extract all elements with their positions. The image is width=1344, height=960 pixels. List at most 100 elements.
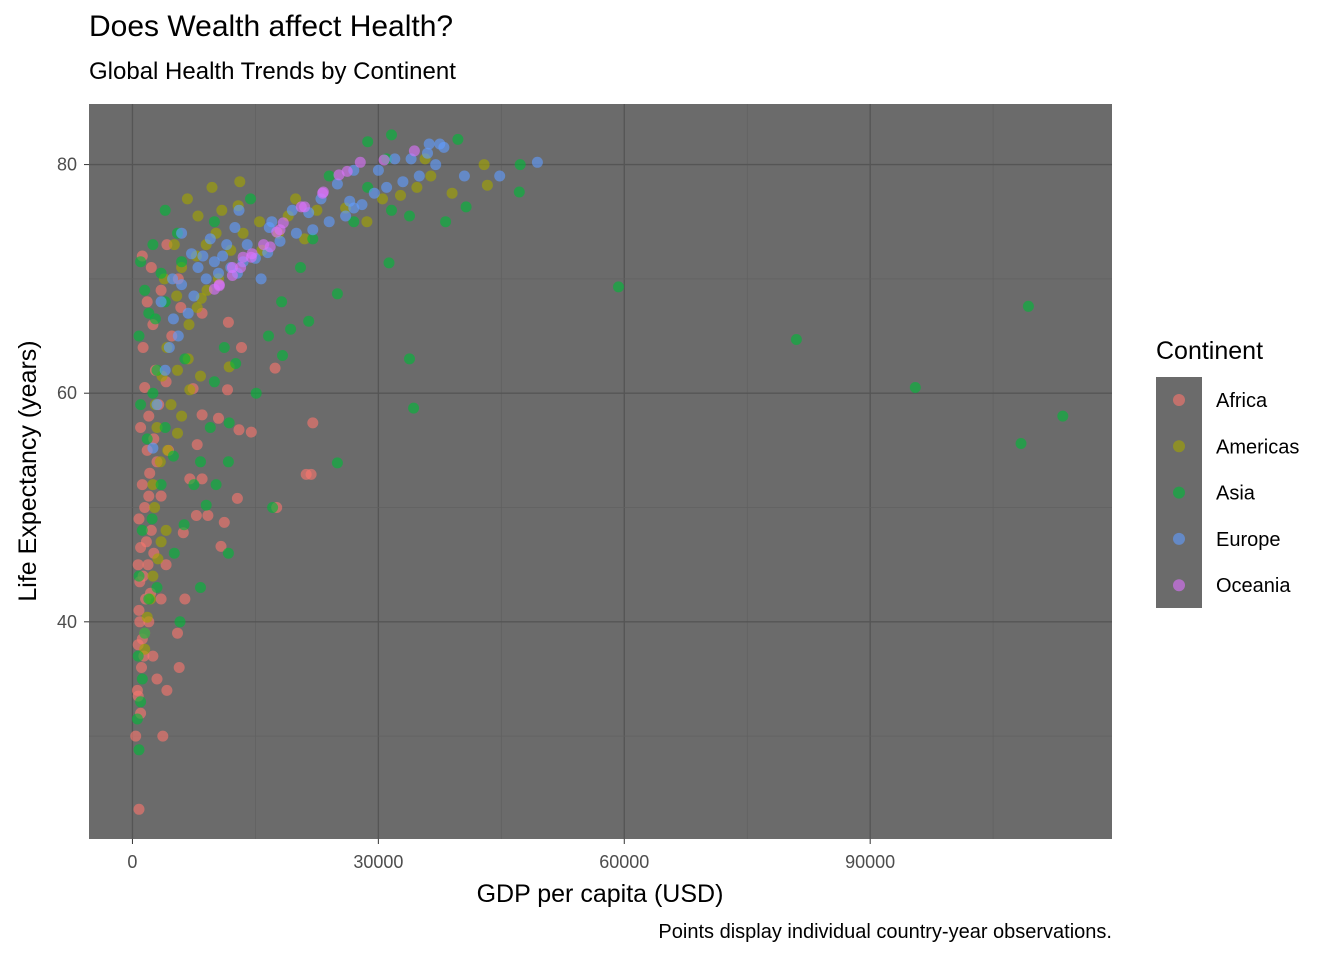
- data-point-americas: [172, 427, 183, 439]
- data-point-europe: [344, 195, 356, 207]
- data-point-africa: [143, 410, 155, 422]
- data-point-oceania: [299, 201, 311, 213]
- data-point-africa: [215, 540, 227, 552]
- data-point-europe: [229, 222, 241, 233]
- legend-key-europe: [1173, 532, 1185, 545]
- data-point-asia: [135, 696, 147, 708]
- data-point-americas: [446, 187, 458, 199]
- data-point-asia: [204, 422, 216, 433]
- data-point-americas: [478, 159, 490, 171]
- data-point-asia: [404, 353, 415, 365]
- data-point-africa: [147, 650, 159, 662]
- data-point-europe: [197, 250, 209, 262]
- data-point-asia: [362, 136, 374, 148]
- data-point-europe: [155, 296, 167, 308]
- data-point-africa: [155, 284, 167, 296]
- data-point-asia: [230, 358, 242, 369]
- data-point-americas: [160, 524, 172, 536]
- data-point-africa: [300, 468, 312, 480]
- data-point-europe: [172, 330, 184, 342]
- data-point-africa: [157, 730, 169, 742]
- data-point-europe: [422, 147, 433, 159]
- data-point-europe: [307, 224, 319, 236]
- data-point-americas: [149, 502, 161, 513]
- data-point-americas: [181, 193, 193, 205]
- data-point-americas: [147, 479, 159, 491]
- data-point-asia: [135, 399, 147, 411]
- data-point-europe: [340, 210, 352, 222]
- y-tick-label: 40: [57, 612, 77, 632]
- data-point-africa: [135, 422, 147, 433]
- data-point-europe: [397, 176, 409, 188]
- data-point-asia: [174, 616, 186, 628]
- data-point-asia: [135, 256, 147, 268]
- data-point-africa: [196, 409, 208, 421]
- data-point-europe: [176, 279, 188, 291]
- data-point-asia: [147, 387, 159, 399]
- data-point-asia: [460, 201, 472, 213]
- data-point-asia: [195, 456, 206, 468]
- data-point-oceania: [408, 145, 420, 157]
- data-point-asia: [245, 193, 256, 205]
- data-point-asia: [263, 330, 274, 342]
- data-point-asia: [136, 673, 148, 685]
- data-point-europe: [188, 290, 200, 302]
- data-point-europe: [368, 187, 380, 199]
- data-point-europe: [494, 170, 506, 182]
- data-point-americas: [254, 216, 265, 228]
- data-point-asia: [133, 744, 145, 756]
- data-point-americas: [172, 364, 183, 376]
- data-point-asia: [143, 593, 155, 605]
- data-point-europe: [290, 227, 302, 239]
- legend-label-europe: Europe: [1216, 529, 1281, 551]
- chart-subtitle: Global Health Trends by Continent: [89, 58, 456, 85]
- data-point-europe: [221, 239, 233, 251]
- data-point-africa: [236, 342, 247, 353]
- data-point-asia: [131, 713, 143, 725]
- data-point-americas: [481, 179, 493, 191]
- x-tick-label: 90000: [845, 852, 895, 872]
- data-point-asia: [176, 256, 188, 268]
- data-point-africa: [177, 527, 189, 539]
- data-point-asia: [790, 334, 802, 345]
- data-point-asia: [408, 402, 420, 414]
- data-point-africa: [179, 593, 191, 605]
- data-point-europe: [434, 138, 446, 150]
- data-point-americas: [299, 233, 311, 245]
- data-point-africa: [175, 302, 187, 313]
- data-point-europe: [192, 262, 204, 273]
- data-point-africa: [222, 316, 234, 328]
- data-point-asia: [383, 257, 395, 269]
- y-axis-ticks: 40 60 80: [57, 155, 89, 632]
- data-point-asia: [168, 547, 180, 559]
- data-point-asia: [159, 204, 171, 216]
- data-point-asia: [909, 382, 921, 393]
- data-point-oceania: [277, 217, 289, 229]
- data-point-americas: [411, 181, 423, 193]
- data-point-asia: [132, 650, 144, 662]
- data-point-asia: [139, 627, 151, 639]
- data-point-oceania: [226, 270, 238, 281]
- y-tick-label: 80: [57, 155, 77, 175]
- data-point-europe: [217, 250, 229, 262]
- data-point-oceania: [341, 165, 353, 177]
- data-point-africa: [222, 384, 233, 396]
- data-point-europe: [323, 216, 335, 228]
- data-point-americas: [377, 193, 388, 205]
- data-point-asia: [151, 582, 163, 593]
- data-point-africa: [139, 382, 151, 393]
- data-point-europe: [274, 235, 286, 247]
- data-point-asia: [159, 422, 171, 433]
- data-point-europe: [147, 442, 159, 454]
- data-point-africa: [172, 627, 183, 639]
- data-point-africa: [133, 803, 145, 815]
- y-axis-title: Life Expectancy (years): [14, 340, 42, 601]
- legend-items: Africa Americas Asia Europe Oceania: [1173, 390, 1299, 597]
- data-point-oceania: [354, 156, 366, 168]
- data-point-oceania: [333, 169, 345, 181]
- data-point-americas: [395, 189, 406, 201]
- data-point-africa: [133, 604, 145, 616]
- data-point-africa: [213, 412, 224, 424]
- data-points: [130, 129, 1069, 815]
